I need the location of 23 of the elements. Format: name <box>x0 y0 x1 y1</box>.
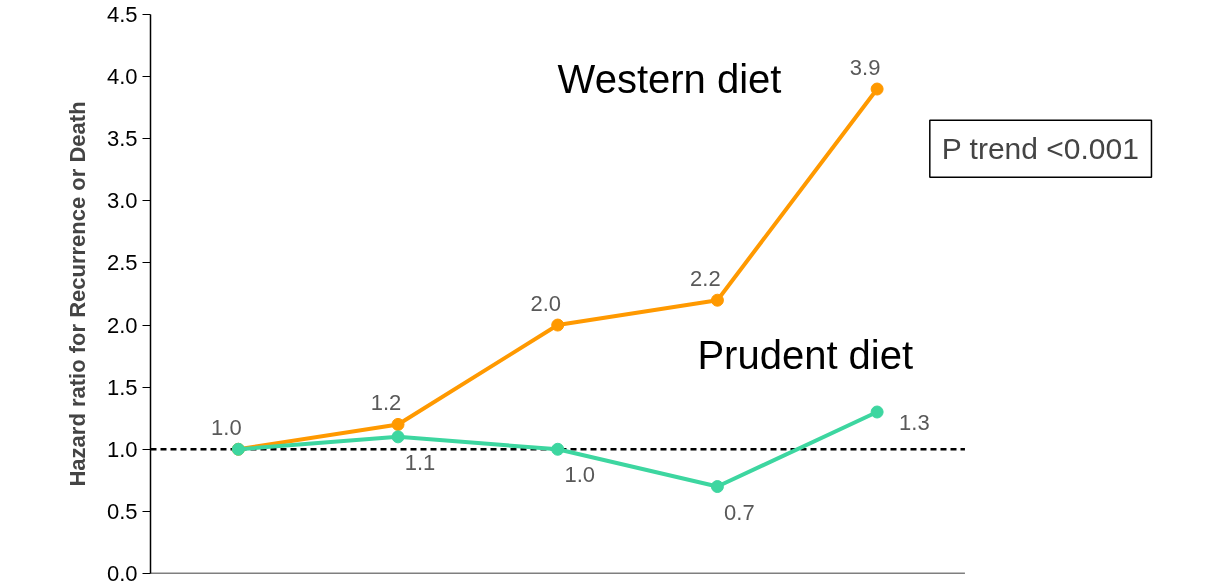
y-tick-label: 0.5 <box>106 498 138 524</box>
series-label: Prudent diet <box>697 333 914 378</box>
y-tick-label: 2.0 <box>106 312 138 338</box>
annotation: P trend <0.001 <box>941 132 1139 166</box>
data-label: 1.2 <box>370 390 402 416</box>
data-label: 2.0 <box>530 291 562 317</box>
y-tick-label: 1.0 <box>106 436 138 462</box>
data-label: 0.7 <box>724 499 755 525</box>
data-label: 2.2 <box>690 266 721 292</box>
data-label: 3.9 <box>849 55 881 81</box>
y-axis-title: Hazard ratio for Recurrence or Death <box>64 101 90 487</box>
data-label: 1.0 <box>564 462 596 488</box>
y-tick-label: 1.5 <box>106 374 138 400</box>
y-tick-label: 0.0 <box>106 561 138 583</box>
data-label: 1.1 <box>404 449 436 475</box>
y-tick-label: 3.5 <box>106 126 138 152</box>
data-label: 1.3 <box>899 409 930 435</box>
data-label: 1.0 <box>211 415 242 441</box>
y-tick-label: 3.0 <box>106 188 138 214</box>
y-tick-label: 2.5 <box>106 250 138 276</box>
y-tick-label: 4.0 <box>106 64 138 90</box>
y-tick-label: 4.5 <box>106 2 138 27</box>
series-label: Western diet <box>557 56 782 101</box>
